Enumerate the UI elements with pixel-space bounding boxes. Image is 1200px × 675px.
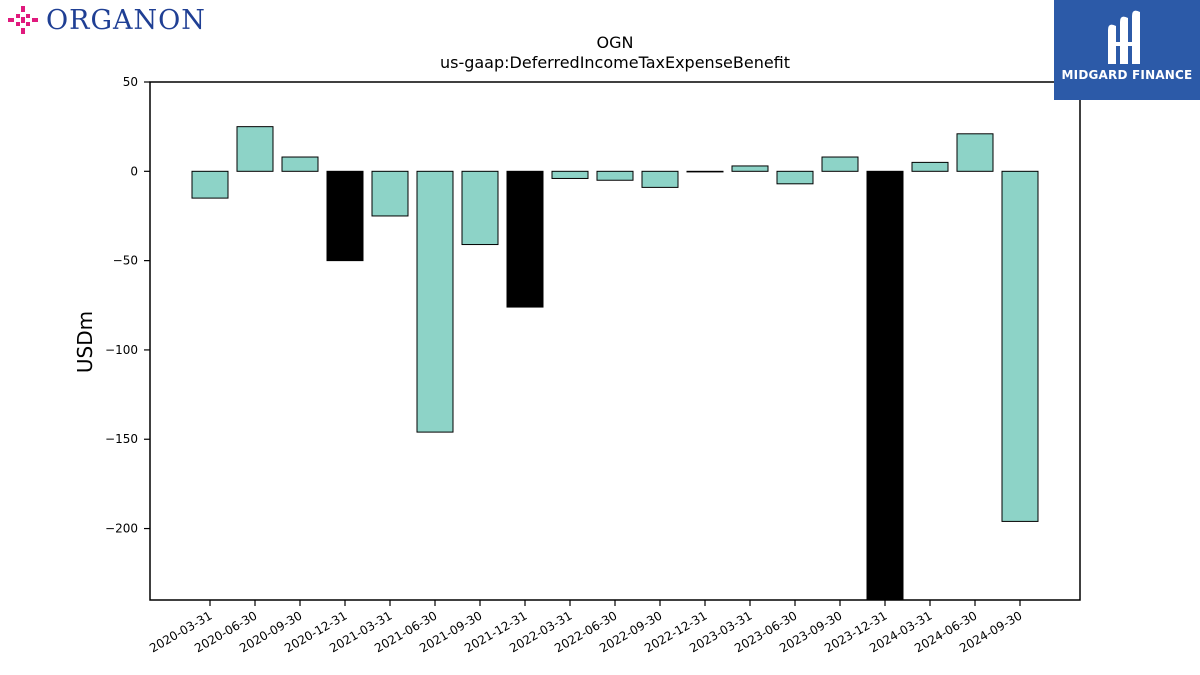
midgard-wordmark: MIDGARD FINANCE [1061, 68, 1193, 82]
bar-2024-09-30 [1001, 170, 1039, 522]
plot-frame [149, 81, 1081, 601]
bar-2023-12-31 [866, 170, 904, 601]
bar-2023-09-30 [821, 156, 859, 172]
y-tick-label: 0 [130, 164, 138, 178]
bar-2022-06-30 [596, 170, 634, 181]
bar-2021-03-31 [371, 170, 409, 217]
y-tick-label: 50 [123, 75, 138, 89]
bar-series [191, 126, 1039, 601]
y-tick-label: −150 [105, 432, 138, 446]
bar-2023-06-30 [776, 170, 814, 185]
chart-subtitle: us-gaap:DeferredIncomeTaxExpenseBenefit [440, 53, 790, 72]
bar-2020-09-30 [281, 156, 319, 172]
y-axis: 50 0 −50 −100 −150 −200 [105, 75, 150, 536]
midgard-finance-logo: MIDGARD FINANCE [1054, 0, 1200, 100]
bar-2021-12-31 [506, 170, 544, 308]
y-axis-label: USDm [73, 311, 97, 373]
x-axis: 2020-03-312020-06-302020-09-302020-12-31… [147, 600, 1025, 655]
bar-2020-06-30 [236, 126, 274, 172]
bar-2021-06-30 [416, 170, 454, 433]
y-tick-label: −50 [113, 254, 138, 268]
organon-mark-icon [8, 6, 38, 34]
bar-2024-03-31 [911, 161, 949, 172]
organon-logo: ORGANON [6, 4, 206, 36]
bar-2024-06-30 [956, 133, 994, 172]
bar-2020-12-31 [326, 170, 364, 262]
bar-2022-12-31 [686, 170, 724, 173]
y-tick-label: −200 [105, 522, 138, 536]
y-tick-label: −100 [105, 343, 138, 357]
bar-2021-09-30 [461, 170, 499, 246]
organon-wordmark: ORGANON [46, 4, 206, 36]
bar-2020-03-31 [191, 170, 229, 199]
bar-2022-09-30 [641, 170, 679, 188]
bar-2022-03-31 [551, 170, 589, 179]
midgard-mark-icon [1108, 10, 1140, 65]
chart-title: OGN [597, 33, 634, 52]
bar-2023-03-31 [731, 165, 769, 172]
